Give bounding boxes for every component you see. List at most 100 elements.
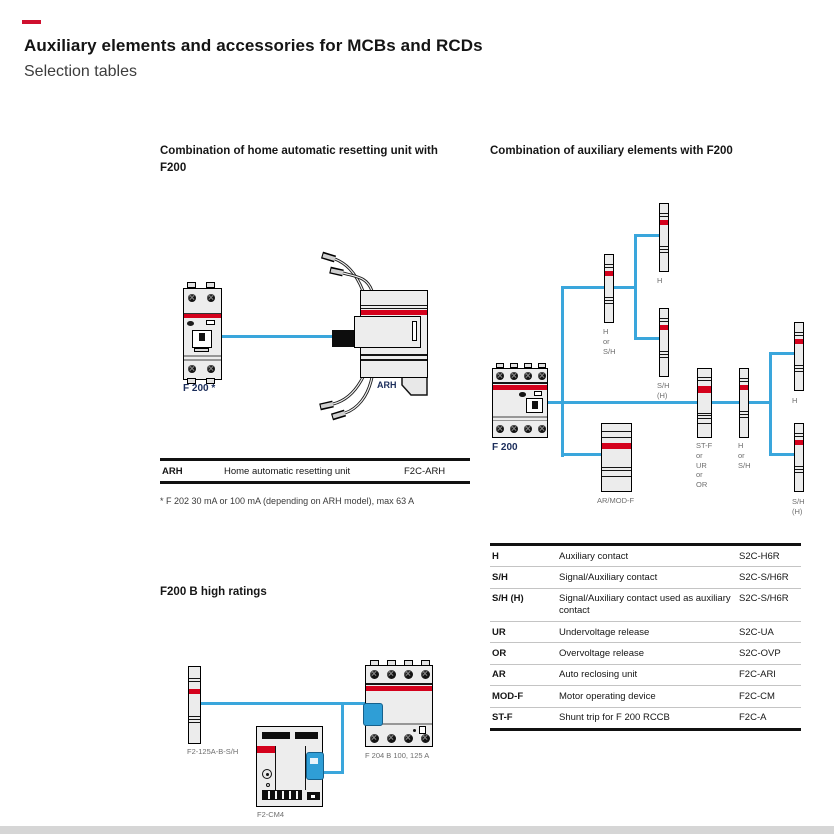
footnote: * F 202 30 mA or 100 mA (depending on AR… <box>160 496 415 506</box>
terminal-screw <box>538 372 546 380</box>
toggle-window <box>526 398 543 413</box>
terminal-strip <box>262 790 302 800</box>
left-section-heading: Combination of home automatic resetting … <box>160 145 438 174</box>
table-cell-code: S/H <box>492 571 508 583</box>
aux-element-h-right <box>794 322 804 391</box>
page-bottom-bar <box>0 826 834 834</box>
table-row: ST-F Shunt trip for F 200 RCCB F2C-A <box>490 706 801 728</box>
terminal-tab <box>421 660 430 666</box>
f204-label: F 204 B 100, 125 A <box>365 751 430 760</box>
aux-label-sh-h-upper: S/H (H) <box>657 381 670 400</box>
red-stripe <box>361 310 427 315</box>
table-cell-description: Home automatic resetting unit <box>224 465 351 477</box>
terminal-tab <box>496 363 504 368</box>
terminal-tab <box>370 660 379 666</box>
aux-label-ar-mod-f: AR/MOD-F <box>597 496 635 505</box>
accent-dash <box>22 20 41 24</box>
device-line <box>493 419 547 421</box>
table-cell-description: Overvoltage release <box>559 647 645 659</box>
connection-line <box>561 286 637 289</box>
device-line <box>184 359 221 361</box>
arh-wires <box>319 251 428 421</box>
connection-line <box>634 234 666 237</box>
aux-element-ar-mod-f <box>601 423 632 492</box>
red-stripe <box>493 385 547 390</box>
terminal-tab <box>538 363 546 368</box>
terminal-tab <box>187 282 196 288</box>
terminal-screw <box>510 425 518 433</box>
panel-divider <box>275 746 276 790</box>
arh-label: ARH <box>377 380 397 390</box>
terminal-screw <box>496 372 504 380</box>
aux-label-h-or-sh-main: H or S/H <box>738 441 751 470</box>
table-cell-code: OR <box>492 647 507 659</box>
connection-line <box>201 702 367 705</box>
indicator-window <box>206 320 215 325</box>
manual-knob <box>262 769 272 779</box>
terminal-screw <box>421 670 430 679</box>
connection-line <box>540 401 771 404</box>
device-line <box>184 355 221 357</box>
terminal-tab <box>510 363 518 368</box>
terminal-screw <box>524 425 532 433</box>
aux-element-f2-125a <box>188 666 201 744</box>
connection-line <box>222 335 334 338</box>
indicator-window <box>534 391 542 396</box>
terminal-screw <box>370 734 379 743</box>
test-button <box>519 392 526 397</box>
toggle-knob <box>532 401 538 409</box>
terminal-screw <box>387 734 396 743</box>
indicator-dot <box>413 729 416 732</box>
table-row: H Auxiliary contact S2C-H6R <box>490 546 801 566</box>
table-row: MOD-F Motor operating device F2C-CM <box>490 685 801 706</box>
connection-line <box>561 453 603 456</box>
connection-line <box>561 287 564 457</box>
panel-divider <box>305 746 306 790</box>
cm4-blue-connector <box>306 752 324 780</box>
table-row: UR Undervoltage release S2C-UA <box>490 621 801 642</box>
aux-label-st-f: ST-F or UR or OR <box>696 441 713 489</box>
toggle-knob <box>199 333 205 341</box>
table-cell-description: Shunt trip for F 200 RCCB <box>559 712 670 723</box>
table-cell-code: ST-F <box>492 712 513 723</box>
terminal-tab <box>206 282 215 288</box>
table-cell-code: UR <box>492 626 506 638</box>
terminal-tab <box>187 378 196 384</box>
connection-line <box>634 234 637 340</box>
test-button <box>187 321 194 326</box>
terminal-screw <box>421 734 430 743</box>
arh-latch <box>401 375 428 396</box>
terminal-tab <box>524 363 532 368</box>
terminal-block <box>295 732 318 739</box>
arh-plug-connector <box>332 330 356 347</box>
aux-element-sh-h-upper <box>659 308 669 377</box>
connection-line <box>769 352 772 456</box>
page-subtitle: Selection tables <box>24 63 137 80</box>
device-line <box>493 416 547 418</box>
terminal-screw <box>188 365 196 373</box>
module-slot <box>412 321 417 341</box>
table-row: ARH Home automatic resetting unit F2C-AR… <box>160 461 470 481</box>
terminal-screw <box>370 670 379 679</box>
terminal-screw <box>524 372 532 380</box>
terminal-screw <box>207 365 215 373</box>
arh-front-module <box>354 316 421 348</box>
terminal-block <box>262 732 290 739</box>
f200-2pole-device <box>183 282 222 384</box>
terminal-tab <box>206 378 215 384</box>
table-cell-code: ARH <box>162 465 183 477</box>
table-cell-description: Signal/Auxiliary contact used as auxilia… <box>559 593 731 617</box>
connection-line <box>769 352 800 355</box>
table-cell-type: F2C-ARH <box>404 465 446 477</box>
toggle-handle <box>194 348 209 352</box>
device-line <box>361 359 427 361</box>
f200-4pole-label: F 200 <box>492 442 518 453</box>
table-row: AR Auto reclosing unit F2C-ARI <box>490 663 801 685</box>
right-section-heading: Combination of auxiliary elements with F… <box>490 145 733 157</box>
table-cell-code: AR <box>492 669 506 681</box>
table-cell-description: Signal/Auxiliary contact <box>559 571 658 583</box>
table-cell-description: Auto reclosing unit <box>559 669 638 681</box>
f204-blue-connector <box>363 703 383 726</box>
bottom-section-heading: F200 B high ratings <box>160 586 267 598</box>
